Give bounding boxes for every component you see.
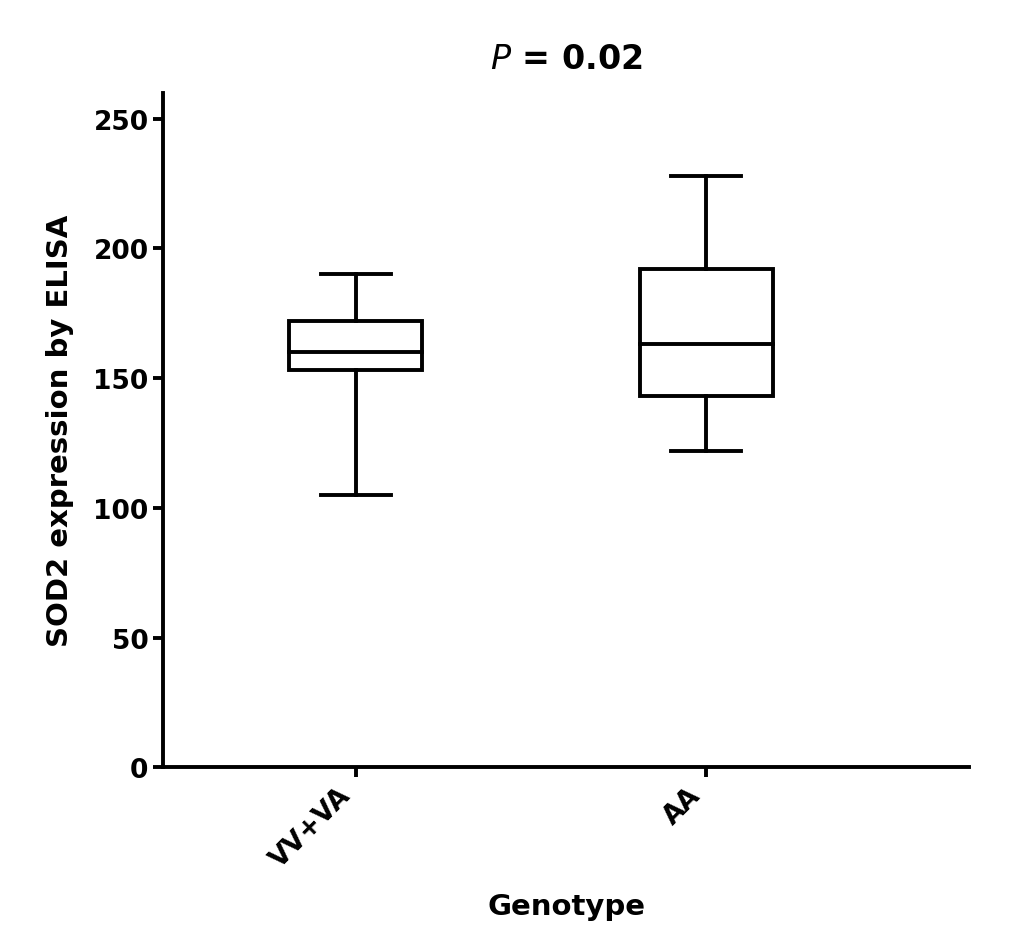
Title: $\it{P}$ = 0.02: $\it{P}$ = 0.02 <box>489 43 642 76</box>
Bar <box>289 322 422 371</box>
X-axis label: Genotype: Genotype <box>487 892 644 920</box>
Y-axis label: SOD2 expression by ELISA: SOD2 expression by ELISA <box>46 214 73 647</box>
Bar <box>639 270 772 397</box>
